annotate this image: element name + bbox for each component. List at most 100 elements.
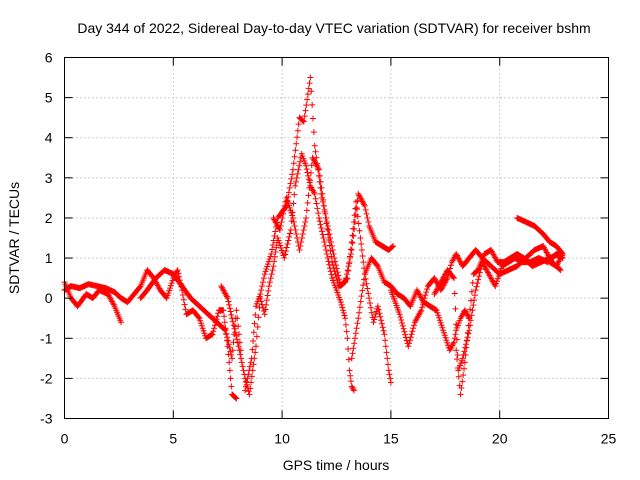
data-point	[363, 210, 370, 217]
data-point	[454, 356, 461, 363]
data-point	[312, 148, 319, 155]
data-point	[465, 330, 472, 337]
data-point	[492, 283, 499, 290]
axis-ticks	[64, 57, 609, 419]
data-point	[289, 166, 296, 173]
x-tick-label: 10	[274, 431, 290, 447]
data-point	[289, 171, 296, 178]
x-tick-label: 15	[383, 431, 399, 447]
data-point	[365, 218, 372, 225]
data-point	[284, 241, 291, 248]
data-point	[320, 196, 327, 203]
data-point	[424, 286, 431, 293]
x-tick-label: 25	[601, 431, 617, 447]
data-point	[315, 210, 322, 217]
data-point	[396, 311, 403, 318]
data-point	[245, 371, 252, 378]
data-point	[353, 325, 360, 332]
data-point	[437, 319, 444, 326]
data-point	[354, 320, 361, 327]
data-point	[326, 242, 333, 249]
data-point	[118, 319, 125, 326]
data-point	[248, 373, 255, 380]
data-point	[382, 343, 389, 350]
data-point	[273, 244, 280, 251]
data-point	[461, 307, 468, 314]
data-point	[368, 309, 375, 316]
data-point	[454, 351, 461, 358]
data-point	[346, 367, 353, 374]
data-point	[234, 339, 241, 346]
data-point	[421, 295, 428, 302]
data-point	[386, 371, 393, 378]
data-point	[457, 391, 464, 398]
data-point	[344, 267, 351, 274]
data-point	[323, 247, 330, 254]
data-point	[349, 232, 356, 239]
data-point	[433, 307, 440, 314]
data-points	[61, 74, 566, 402]
data-point	[281, 206, 288, 213]
data-point	[464, 329, 471, 336]
data-point	[224, 295, 231, 302]
data-point	[303, 214, 310, 221]
data-point	[243, 379, 250, 386]
data-point	[440, 329, 447, 336]
data-point	[367, 299, 374, 306]
data-point	[304, 96, 311, 103]
data-point	[175, 270, 182, 277]
data-point	[322, 243, 329, 250]
data-point	[287, 207, 294, 214]
data-point	[214, 313, 221, 320]
data-point	[475, 276, 482, 283]
data-point	[289, 212, 296, 219]
data-point	[136, 284, 143, 291]
data-point	[252, 343, 259, 350]
data-point	[358, 293, 365, 300]
data-point	[377, 313, 384, 320]
data-point	[296, 162, 303, 169]
data-point	[419, 301, 426, 308]
data-point	[370, 319, 377, 326]
data-point	[242, 387, 249, 394]
data-point	[291, 191, 298, 198]
y-tick-label: 3	[45, 170, 53, 186]
data-point	[239, 363, 246, 370]
data-point	[297, 158, 304, 165]
data-point	[472, 287, 479, 294]
data-point	[362, 206, 369, 213]
data-point	[306, 184, 313, 191]
data-point	[309, 115, 316, 122]
data-point	[293, 230, 300, 237]
data-point	[348, 355, 355, 362]
data-point	[247, 385, 254, 392]
data-point	[278, 247, 285, 254]
data-point	[441, 332, 448, 339]
data-point	[198, 322, 205, 329]
data-point	[436, 317, 443, 324]
data-point	[164, 292, 171, 299]
data-point	[348, 247, 355, 254]
data-point	[308, 88, 315, 95]
data-point	[208, 331, 215, 338]
data-point	[330, 265, 337, 272]
data-point	[325, 226, 332, 233]
data-point	[270, 263, 277, 270]
data-point	[228, 351, 235, 358]
data-point	[234, 315, 241, 322]
data-point	[494, 275, 501, 282]
data-point	[271, 258, 278, 265]
data-point	[320, 202, 327, 209]
data-point	[351, 340, 358, 347]
data-point	[367, 304, 374, 311]
data-point	[249, 346, 256, 353]
data-point	[464, 337, 471, 344]
data-point	[290, 218, 297, 225]
data-point	[299, 117, 306, 124]
data-point	[316, 172, 323, 179]
data-point	[210, 328, 217, 335]
data-point	[471, 292, 478, 299]
data-point	[221, 313, 228, 320]
data-point	[165, 290, 172, 297]
data-point	[298, 239, 305, 246]
